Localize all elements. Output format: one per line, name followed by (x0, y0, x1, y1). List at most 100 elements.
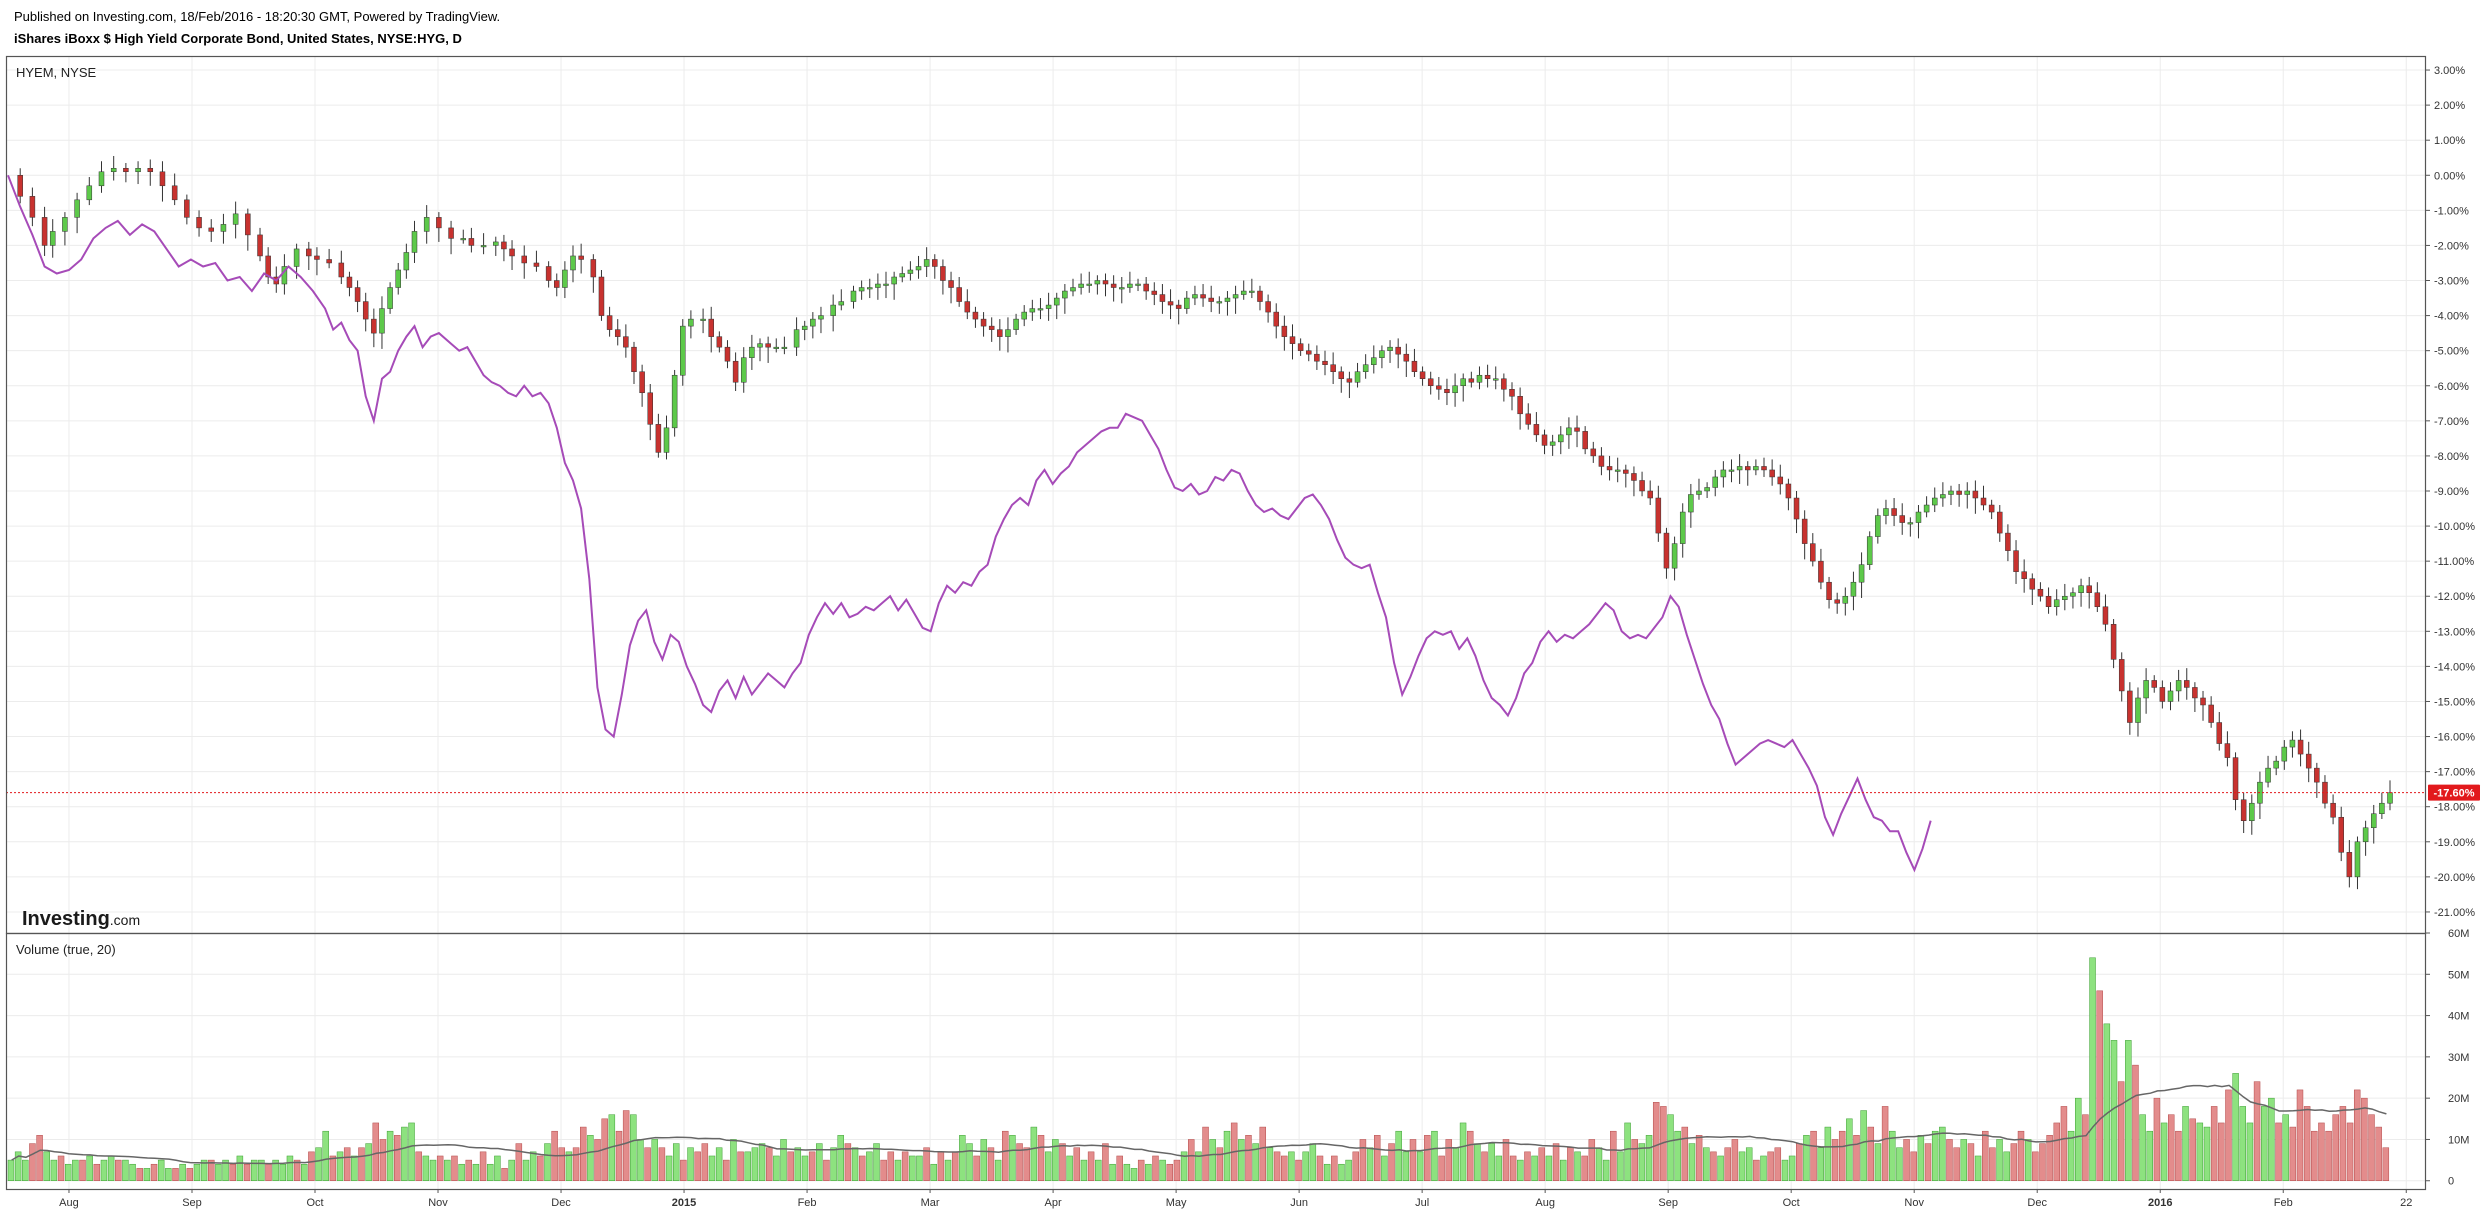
volume-tick-label: 40M (2448, 1011, 2469, 1023)
hyg-candle (1094, 280, 1101, 285)
volume-pane-label: Volume (true, 20) (16, 942, 116, 957)
grid (6, 56, 2426, 1189)
time-tick-label: Apr (1045, 1197, 1062, 1209)
hyg-candle (1078, 283, 1084, 288)
volume-bar (279, 1163, 287, 1181)
hyg-candle (1265, 301, 1271, 313)
hyg-candle (793, 329, 800, 348)
volume-bar (1889, 1130, 1896, 1181)
hyg-candle (387, 287, 393, 309)
hyg-candle (2297, 739, 2304, 755)
volume-bar (1982, 1130, 1989, 1181)
hyg-candle (2005, 532, 2011, 551)
volume-bar (894, 1159, 902, 1181)
hyg-candles (17, 155, 2393, 890)
volume-bar (2067, 1130, 2075, 1181)
hyg-candle (326, 259, 332, 264)
volume-bar (2024, 1139, 2032, 1181)
hyg-candle (1704, 487, 1710, 492)
volume-bar (1989, 1147, 1996, 1181)
volume-bar (1238, 1139, 1245, 1181)
hyg-candle (688, 318, 694, 327)
hyg-candle (2216, 722, 2223, 744)
hyg-candle (724, 346, 731, 362)
volume-bar (973, 1155, 980, 1181)
hyg-candle (1663, 532, 1670, 569)
volume-bar (1767, 1151, 1774, 1181)
volume-bar (1796, 1143, 1803, 1181)
volume-bar (1223, 1130, 1231, 1181)
volume-bar (1202, 1126, 1209, 1181)
volume-bar (1695, 1135, 1703, 1181)
hyg-candle (480, 245, 487, 248)
hyg-candle (1980, 497, 1987, 506)
volume-bar (2153, 1097, 2161, 1181)
volume-bar (2289, 1126, 2297, 1181)
hyg-candle (1810, 543, 1816, 562)
volume-bar (1009, 1135, 1016, 1181)
volume-bar (1159, 1159, 1166, 1181)
volume-bar (222, 1159, 229, 1181)
volume-bars (7, 957, 2390, 1181)
volume-bar (2332, 1114, 2339, 1181)
hyg-candle (1330, 364, 1336, 372)
hyg-candle (1606, 466, 1613, 471)
volume-bar (265, 1163, 272, 1181)
volume-bar (909, 1155, 916, 1181)
volume-bar (1788, 1155, 1796, 1181)
time-x-axis[interactable]: Aug Sep Oct Nov Dec 2015 Feb Mar Apr May Jun Jul Aug… (59, 1189, 2412, 1209)
volume-bar (351, 1155, 358, 1181)
hyg-candle (2338, 816, 2344, 853)
hyg-candle (1403, 353, 1410, 362)
volume-bar (79, 1159, 86, 1181)
hyg-candle (2208, 704, 2214, 723)
volume-bar (1323, 1163, 1331, 1181)
volume-bar (2225, 1089, 2232, 1181)
volume-bar (122, 1159, 129, 1181)
hyem-line (7, 174, 1932, 873)
volume-bar (2246, 1122, 2254, 1181)
volume-bar (980, 1139, 988, 1181)
volume-bar (508, 1159, 515, 1181)
volume-y-axis[interactable]: 60M 50M 40M 30M 20M 10M 0 (2426, 928, 2469, 1188)
price-y-axis[interactable]: 3.00% 2.00% 1.00% 0.00% -1.00% -2.00% -3.00% -4… (2426, 65, 2475, 919)
hyem-series-line (7, 174, 1932, 873)
hyg-candle (1175, 304, 1182, 309)
hyg-candle (1159, 294, 1166, 302)
hyg-candle (875, 283, 881, 288)
volume-bar (823, 1159, 830, 1181)
volume-bar (1502, 1139, 1510, 1181)
price-tick-label: -21.00% (2434, 907, 2475, 919)
volume-bar (2089, 957, 2096, 1181)
hyg-candle (716, 336, 723, 348)
hyg-candle (1736, 466, 1743, 471)
hyg-candle (1208, 297, 1214, 302)
volume-bar (1960, 1139, 1968, 1181)
hyg-candle (1053, 297, 1060, 306)
volume-bar (1939, 1126, 1946, 1181)
hyg-candle (2102, 606, 2109, 625)
volume-bar (1445, 1139, 1452, 1181)
volume-bar (343, 1147, 351, 1181)
hyg-candle (1777, 476, 1784, 485)
hyg-candle (1614, 469, 1621, 472)
volume-bar (415, 1151, 422, 1181)
time-tick-label: 22 (2400, 1197, 2412, 1209)
volume-bar (2275, 1122, 2282, 1181)
price-tick-label: -3.00% (2434, 276, 2469, 288)
volume-bar (1395, 1130, 1402, 1181)
hyg-candle (1184, 297, 1190, 309)
hyg-candle (1883, 508, 1889, 516)
hyg-candle (29, 196, 36, 218)
investing-logo[interactable]: Investing.com (22, 908, 140, 930)
last-value-label: -17.60% (2434, 788, 2475, 800)
time-tick-label: Feb (2274, 1197, 2293, 1209)
volume-bar (293, 1159, 301, 1181)
volume-bar (701, 1143, 709, 1181)
volume-bar (1974, 1155, 1982, 1181)
volume-bar (1044, 1151, 1052, 1181)
volume-bar (408, 1122, 415, 1181)
hyg-candle (1558, 434, 1564, 443)
hyg-candle (1818, 560, 1824, 583)
volume-bar (1953, 1147, 1960, 1181)
